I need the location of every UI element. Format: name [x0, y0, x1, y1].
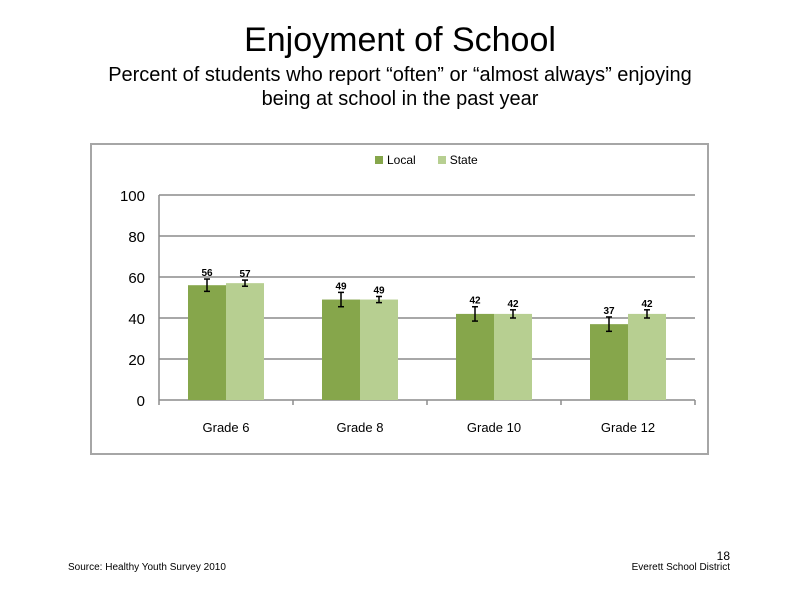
legend-item-local: Local	[375, 153, 416, 167]
y-tick-label: 40	[128, 311, 145, 328]
y-tick-label: 80	[128, 229, 145, 246]
legend-label-state: State	[449, 153, 478, 167]
district-name: Everett School District	[631, 562, 730, 573]
bar-local-4	[590, 324, 628, 400]
subtitle-line-2: being at school in the past year	[261, 88, 539, 110]
x-tick-label: Grade 10	[467, 420, 521, 435]
bar-local-2	[322, 299, 360, 400]
y-tick-label: 20	[128, 352, 145, 369]
chart-legend: Local State	[375, 153, 478, 167]
source-note: Source: Healthy Youth Survey 2010	[68, 562, 226, 573]
y-tick-label: 60	[128, 270, 145, 287]
data-label: 49	[335, 281, 347, 292]
y-tick-label: 0	[137, 393, 145, 410]
data-label: 42	[507, 299, 519, 310]
x-tick-label: Grade 6	[203, 420, 250, 435]
slide-subtitle: Percent of students who report “often” o…	[0, 63, 800, 111]
data-label: 57	[239, 269, 251, 280]
bar-state-4	[628, 313, 666, 400]
y-tick-label: 100	[120, 188, 145, 205]
bar-state-1	[226, 283, 264, 400]
data-label: 56	[201, 268, 213, 279]
x-tick-label: Grade 8	[337, 420, 384, 435]
data-label: 42	[641, 299, 653, 310]
slide-title: Enjoyment of School	[244, 21, 556, 59]
data-label: 42	[469, 296, 481, 307]
legend-item-state: State	[437, 153, 478, 167]
page-number: 18	[716, 549, 730, 563]
bar-local-1	[188, 285, 226, 400]
bar-state-3	[494, 313, 532, 400]
data-label: 37	[603, 306, 615, 317]
subtitle-line-1: Percent of students who report “often” o…	[108, 64, 692, 86]
bar-state-2	[360, 299, 398, 400]
data-label: 49	[373, 285, 385, 296]
legend-label-local: Local	[387, 153, 416, 167]
x-tick-label: Grade 12	[601, 420, 655, 435]
bar-local-3	[456, 313, 494, 400]
legend-swatch-local	[375, 156, 383, 164]
legend-swatch-state	[437, 156, 446, 164]
